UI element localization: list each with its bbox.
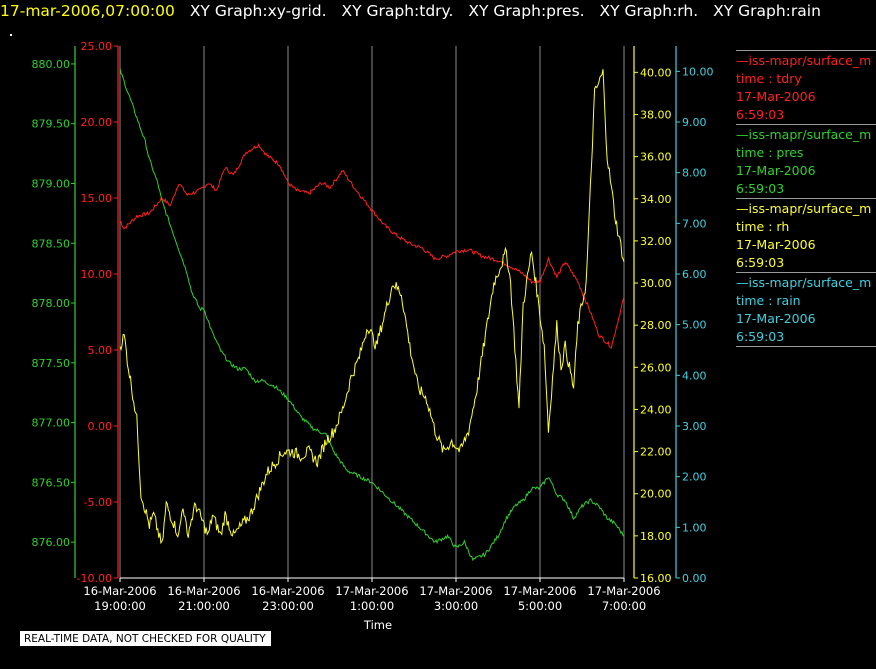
rain-tick-label: 9.00 xyxy=(682,116,707,129)
x-tick-label-date: 17-Mar-2006 xyxy=(503,584,576,598)
x-tick-label-time: 19:00:00 xyxy=(94,599,146,613)
legend-entry-rain[interactable]: —iss-mapr/surface_m time : rain 17-Mar-2… xyxy=(736,272,876,346)
x-tick-label-time: 3:00:00 xyxy=(434,599,478,613)
rh-tick-label: 38.00 xyxy=(640,108,672,121)
rh-tick-label: 20.00 xyxy=(640,488,672,501)
rh-tick-label: 22.00 xyxy=(640,446,672,459)
legend-date: 17-Mar-2006 xyxy=(736,311,816,326)
legend-time: 6:59:03 xyxy=(736,181,785,196)
legend-entry-rh[interactable]: —iss-mapr/surface_m time : rh 17-Mar-200… xyxy=(736,198,876,272)
graph-title-tdry: XY Graph:tdry. xyxy=(341,2,454,20)
legend-date: 17-Mar-2006 xyxy=(736,163,816,178)
x-tick-label-time: 7:00:00 xyxy=(602,599,646,613)
graph-title-rh: XY Graph:rh. xyxy=(599,2,699,20)
rain-tick-label: 0.00 xyxy=(682,572,707,585)
legend-variable: time : tdry xyxy=(736,71,802,86)
legend-time: 6:59:03 xyxy=(736,329,785,344)
legend-source: —iss-mapr/surface_m xyxy=(736,201,872,216)
x-tick-label-time: 5:00:00 xyxy=(518,599,562,613)
legend-time: 6:59:03 xyxy=(736,255,785,270)
x-tick-label-time: 23:00:00 xyxy=(262,599,314,613)
legend-variable: time : pres xyxy=(736,145,804,160)
x-tick-label-date: 17-Mar-2006 xyxy=(587,584,660,598)
legend-entry-tdry[interactable]: —iss-mapr/surface_m time : tdry 17-Mar-2… xyxy=(736,50,876,124)
pres-tick-label: 879.50 xyxy=(32,118,71,131)
rh-tick-label: 40.00 xyxy=(640,66,672,79)
quality-disclaimer: REAL-TIME DATA, NOT CHECKED FOR QUALITY xyxy=(20,631,271,646)
x-tick-label-date: 16-Mar-2006 xyxy=(251,584,324,598)
rain-tick-label: 6.00 xyxy=(682,268,707,281)
series-pres xyxy=(119,68,625,562)
pres-tick-label: 879.00 xyxy=(32,177,71,190)
pres-tick-label: 878.00 xyxy=(32,297,71,310)
rh-tick-label: 18.00 xyxy=(640,530,672,543)
timestamp: 17-mar-2006,07:00:00 xyxy=(0,2,175,20)
pres-tick-label: 876.50 xyxy=(32,476,71,489)
x-axis-title: Time xyxy=(363,618,392,632)
rain-tick-label: 1.00 xyxy=(682,521,707,534)
pres-tick-label: 880.00 xyxy=(32,58,71,71)
legend-source: —iss-mapr/surface_m xyxy=(736,275,872,290)
legend-source: —iss-mapr/surface_m xyxy=(736,127,872,142)
rh-tick-label: 16.00 xyxy=(640,572,672,585)
rh-tick-label: 26.00 xyxy=(640,361,672,374)
rain-tick-label: 3.00 xyxy=(682,420,707,433)
legend-time: 6:59:03 xyxy=(736,107,785,122)
axes: 876.00 876.50 877.00 877.50 878.00 878.50 879.… xyxy=(32,40,714,585)
legend-source: —iss-mapr/surface_m xyxy=(736,53,872,68)
tdry-tick-label: -10.00 xyxy=(77,572,112,585)
tdry-tick-label: 20.00 xyxy=(81,116,113,129)
legend-variable: time : rain xyxy=(736,293,801,308)
series-rh xyxy=(119,69,625,545)
title-bar: 17-mar-2006,07:00:00 XY Graph:xy-grid. X… xyxy=(0,2,821,24)
rh-tick-label: 34.00 xyxy=(640,193,672,206)
pres-tick-label: 876.00 xyxy=(32,536,71,549)
rh-tick-label: 30.00 xyxy=(640,277,672,290)
legend-date: 17-Mar-2006 xyxy=(736,89,816,104)
pres-tick-label: 878.50 xyxy=(32,237,71,250)
rh-tick-label: 28.00 xyxy=(640,319,672,332)
x-tick-label-time: 1:00:00 xyxy=(350,599,394,613)
rh-tick-label: 36.00 xyxy=(640,151,672,164)
x-tick-label-date: 17-Mar-2006 xyxy=(335,584,408,598)
pres-tick-label: 877.50 xyxy=(32,357,71,370)
rain-tick-label: 10.00 xyxy=(682,65,714,78)
x-tick-label-time: 21:00:00 xyxy=(178,599,230,613)
rain-tick-label: 5.00 xyxy=(682,319,707,332)
tdry-tick-label: 5.00 xyxy=(88,344,113,357)
x-axis: 16-Mar-200619:00:0016-Mar-200621:00:0016… xyxy=(83,577,661,613)
rh-tick-label: 32.00 xyxy=(640,235,672,248)
legend-variable: time : rh xyxy=(736,219,790,234)
legend: —iss-mapr/surface_m time : tdry 17-Mar-2… xyxy=(736,50,876,347)
x-tick-label-date: 16-Mar-2006 xyxy=(83,584,156,598)
rain-tick-label: 2.00 xyxy=(682,471,707,484)
series-tdry xyxy=(119,142,625,349)
tdry-tick-label: 0.00 xyxy=(88,420,113,433)
graph-title-xy-grid: XY Graph:xy-grid. xyxy=(189,2,327,20)
tdry-tick-label: -5.00 xyxy=(84,496,112,509)
graph-title-rain: XY Graph:rain xyxy=(713,2,821,20)
rh-tick-label: 24.00 xyxy=(640,403,672,416)
x-tick-label-date: 16-Mar-2006 xyxy=(167,584,240,598)
tdry-tick-label: 25.00 xyxy=(81,40,113,53)
rain-tick-label: 4.00 xyxy=(682,369,707,382)
pres-tick-label: 877.00 xyxy=(32,417,71,430)
grid-lines xyxy=(119,46,625,578)
rain-tick-label: 8.00 xyxy=(682,167,707,180)
legend-divider xyxy=(736,346,876,347)
x-tick-label-date: 17-Mar-2006 xyxy=(419,584,492,598)
marker-dot xyxy=(10,34,12,36)
tdry-tick-label: 10.00 xyxy=(81,268,113,281)
rain-tick-label: 7.00 xyxy=(682,217,707,230)
graph-title-pres: XY Graph:pres. xyxy=(468,2,585,20)
tdry-tick-label: 15.00 xyxy=(81,192,113,205)
legend-date: 17-Mar-2006 xyxy=(736,237,816,252)
legend-entry-pres[interactable]: —iss-mapr/surface_m time : pres 17-Mar-2… xyxy=(736,124,876,198)
